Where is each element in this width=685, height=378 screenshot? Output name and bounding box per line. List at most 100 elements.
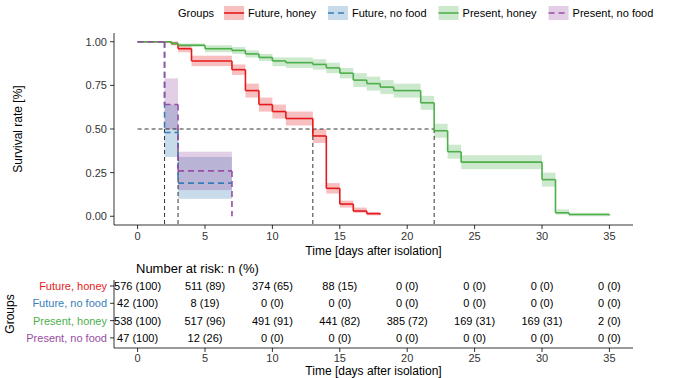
step-segment bbox=[178, 44, 205, 46]
x-tick bbox=[407, 225, 408, 229]
confidence-band bbox=[245, 50, 258, 57]
median-drop bbox=[434, 129, 435, 225]
confidence-band bbox=[394, 84, 421, 98]
confidence-band bbox=[138, 41, 165, 42]
y-tick bbox=[110, 85, 114, 86]
table-row-tick bbox=[110, 303, 114, 304]
confidence-band bbox=[178, 43, 205, 46]
confidence-band bbox=[340, 201, 353, 208]
table-cell: 0 (0) bbox=[261, 297, 284, 309]
step-segment bbox=[232, 50, 245, 52]
step-riser bbox=[541, 162, 543, 179]
step-riser bbox=[164, 42, 166, 105]
confidence-band bbox=[353, 73, 366, 87]
step-segment bbox=[259, 104, 272, 106]
step-segment bbox=[569, 214, 609, 216]
table-x-axis-line bbox=[114, 348, 633, 349]
x-tick-label: 30 bbox=[536, 230, 548, 242]
survival-curve bbox=[138, 42, 381, 215]
x-tick bbox=[542, 225, 543, 229]
confidence-band bbox=[313, 129, 326, 143]
x-tick-label: 20 bbox=[401, 230, 413, 242]
step-segment bbox=[245, 90, 258, 92]
table-row-label: Future, honey bbox=[39, 280, 107, 292]
table-row-label: Present, honey bbox=[33, 315, 107, 327]
median-drop bbox=[312, 129, 313, 225]
median-drop bbox=[164, 129, 165, 225]
step-segment bbox=[313, 135, 326, 137]
confidence-band bbox=[138, 41, 165, 42]
table-x-tick-label: 15 bbox=[334, 352, 346, 364]
y-tick-label: 0.25 bbox=[86, 167, 107, 179]
y-tick bbox=[110, 172, 114, 173]
step-segment bbox=[380, 86, 393, 88]
table-x-tick-label: 25 bbox=[468, 352, 480, 364]
step-segment bbox=[192, 60, 232, 62]
step-riser bbox=[352, 204, 354, 211]
legend-key-fill bbox=[328, 6, 348, 20]
step-segment bbox=[461, 161, 542, 163]
step-segment bbox=[434, 130, 447, 132]
table-x-tick-label: 10 bbox=[266, 352, 278, 364]
confidence-band bbox=[380, 80, 393, 94]
table-x-axis-title: Time [days after isolation] bbox=[305, 364, 441, 378]
table-cell: 385 (72) bbox=[387, 315, 428, 327]
step-riser bbox=[272, 105, 274, 112]
step-riser bbox=[312, 119, 314, 136]
confidence-band bbox=[272, 57, 285, 66]
step-riser bbox=[339, 188, 341, 204]
table-cell: 0 (0) bbox=[463, 332, 486, 344]
table-x-tick-label: 35 bbox=[603, 352, 615, 364]
step-segment bbox=[326, 188, 339, 190]
legend-key bbox=[328, 12, 348, 14]
survival-curve bbox=[138, 42, 232, 217]
x-tick bbox=[609, 225, 610, 229]
table-row-label: Future, no food bbox=[32, 297, 107, 309]
legend-label: Present, no food bbox=[573, 7, 654, 19]
table-cell: 169 (31) bbox=[454, 315, 495, 327]
legend-key-fill bbox=[224, 6, 244, 20]
table-cell: 0 (0) bbox=[328, 297, 351, 309]
confidence-band bbox=[178, 152, 232, 190]
risk-table: Number at risk: n (%)Future, honey576 (1… bbox=[3, 261, 633, 378]
step-riser bbox=[326, 136, 328, 188]
confidence-band bbox=[326, 63, 339, 73]
step-segment bbox=[353, 210, 366, 212]
table-y-axis-title: Groups bbox=[3, 294, 17, 333]
table-cell: 0 (0) bbox=[531, 332, 554, 344]
legend-title: Groups bbox=[178, 7, 215, 19]
table-x-tick-label: 5 bbox=[202, 352, 208, 364]
step-riser bbox=[555, 180, 557, 213]
legend-label: Future, no food bbox=[352, 7, 427, 19]
table-row-tick bbox=[110, 337, 114, 338]
table-cell: 0 (0) bbox=[598, 332, 621, 344]
confidence-band bbox=[340, 68, 353, 78]
table-cell: 0 (0) bbox=[598, 297, 621, 309]
x-axis-line bbox=[114, 225, 633, 226]
x-tick bbox=[474, 225, 475, 229]
confidence-band bbox=[434, 124, 447, 138]
survival-curve bbox=[138, 42, 232, 183]
step-riser bbox=[191, 49, 193, 61]
legend-key-fill bbox=[439, 6, 459, 20]
step-segment bbox=[178, 182, 232, 184]
table-cell: 0 (0) bbox=[463, 280, 486, 292]
step-riser bbox=[420, 91, 422, 103]
step-segment bbox=[340, 72, 353, 74]
legend: GroupsFuture, honeyFuture, no foodPresen… bbox=[178, 6, 653, 20]
step-segment bbox=[171, 43, 178, 45]
step-riser bbox=[245, 70, 247, 91]
legend-key bbox=[439, 12, 459, 14]
confidence-band bbox=[313, 59, 326, 69]
step-segment bbox=[178, 48, 191, 50]
legend-key bbox=[549, 12, 569, 14]
step-segment bbox=[232, 69, 245, 71]
table-cell: 0 (0) bbox=[261, 332, 284, 344]
y-tick bbox=[110, 129, 114, 130]
step-riser bbox=[285, 112, 287, 119]
median-drop bbox=[178, 129, 179, 225]
step-segment bbox=[286, 62, 313, 64]
step-segment bbox=[272, 60, 285, 62]
table-cell: 0 (0) bbox=[396, 297, 419, 309]
step-segment bbox=[259, 57, 272, 59]
